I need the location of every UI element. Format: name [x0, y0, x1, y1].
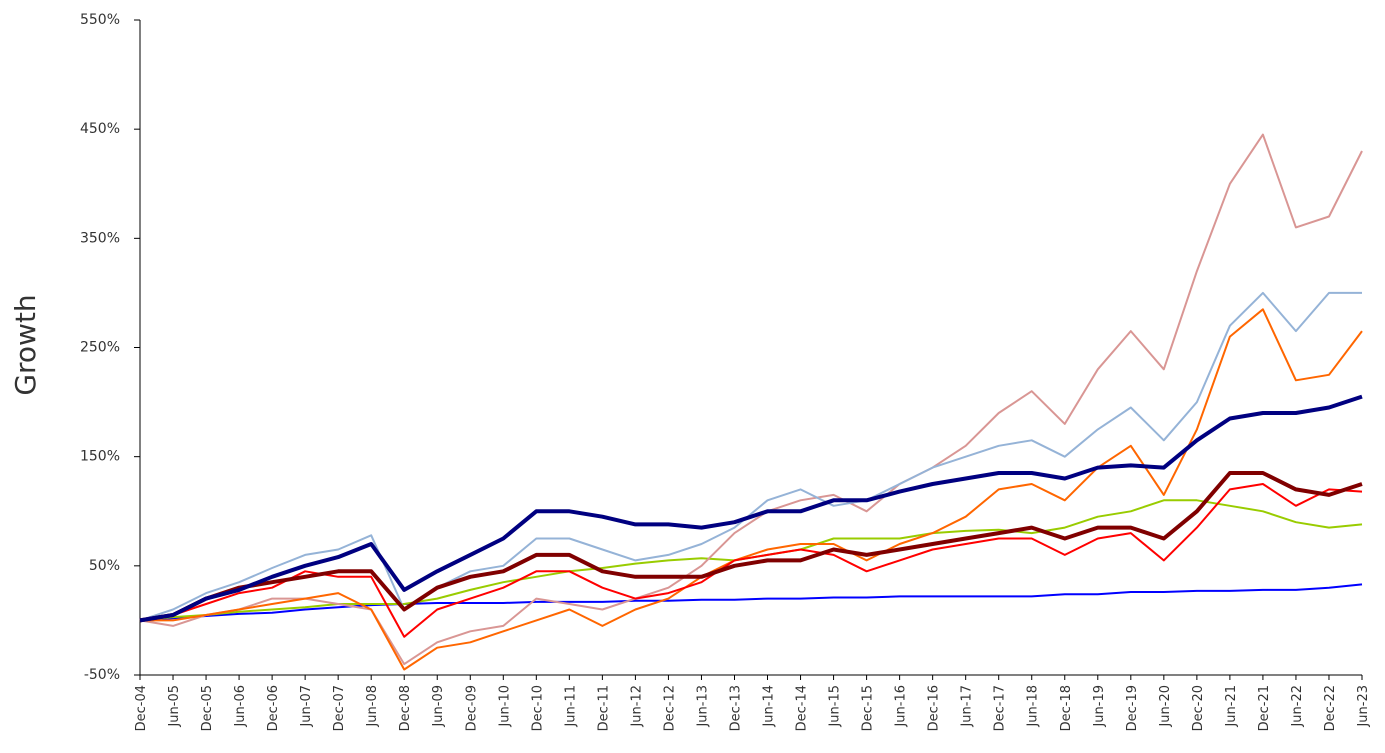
y-tick-label: 550%: [80, 12, 120, 28]
x-tick-label: Jun-18: [1026, 685, 1041, 728]
series-line: [139, 291, 1362, 622]
y-tick-label: 150%: [80, 449, 120, 465]
x-tick-label: Dec-06: [266, 685, 281, 731]
y-tick-label: 250%: [80, 340, 120, 356]
x-tick-label: Dec-12: [662, 685, 677, 731]
series-line: [139, 483, 1363, 638]
x-tick-label: Dec-22: [1323, 685, 1338, 731]
x-tick-label: Jun-12: [629, 685, 644, 728]
x-tick-label: Dec-16: [927, 685, 942, 731]
x-tick-label: Jun-19: [1092, 685, 1107, 728]
y-axis-label: Growth: [9, 294, 42, 395]
x-tick-label: Dec-17: [993, 685, 1008, 731]
x-tick-label: Jun-10: [497, 685, 512, 728]
x-tick-label: Jun-08: [365, 685, 380, 728]
x-tick-label: Dec-09: [464, 685, 479, 731]
x-tick-label: Jun-16: [894, 685, 909, 728]
x-tick-label: Dec-11: [596, 685, 611, 731]
y-tick-label: 350%: [80, 230, 120, 246]
x-tick-label: Dec-08: [398, 685, 413, 731]
series-line: [140, 308, 1363, 671]
x-tick-label: Jun-14: [762, 685, 777, 728]
x-tick-label: Jun-17: [960, 685, 975, 728]
x-tick-label: Dec-05: [200, 685, 215, 731]
x-tick-label: Jun-20: [1158, 685, 1173, 728]
x-tick-label: Dec-21: [1257, 685, 1272, 731]
x-tick-label: Jun-05: [167, 685, 182, 728]
x-tick-label: Dec-20: [1191, 685, 1206, 731]
x-tick-label: Dec-19: [1125, 685, 1140, 731]
y-tick-label: -50%: [84, 667, 120, 683]
x-tick-label: Dec-15: [861, 685, 876, 731]
x-tick-label: Jun-21: [1224, 685, 1239, 728]
x-tick-label: Dec-14: [795, 685, 810, 731]
x-tick-label: Jun-23: [1356, 685, 1371, 728]
series-line: [139, 133, 1363, 666]
series-line: [139, 394, 1363, 623]
x-tick-label: Dec-18: [1059, 685, 1074, 731]
x-tick-label: Dec-10: [530, 685, 545, 731]
x-tick-label: Dec-04: [134, 685, 149, 731]
x-tick-label: Jun-11: [563, 685, 578, 728]
x-tick-label: Jun-07: [299, 685, 314, 728]
x-tick-label: Jun-13: [695, 685, 710, 728]
x-tick-label: Jun-09: [431, 685, 446, 728]
x-tick-label: Jun-15: [828, 685, 843, 728]
y-tick-label: 50%: [89, 558, 120, 574]
series-line: [139, 471, 1363, 623]
y-tick-label: 450%: [80, 121, 120, 137]
series-line: [139, 583, 1363, 622]
x-tick-label: Jun-22: [1290, 685, 1305, 728]
x-tick-label: Dec-13: [728, 685, 743, 731]
x-tick-label: Jun-06: [233, 685, 248, 728]
x-tick-label: Dec-07: [332, 685, 347, 731]
